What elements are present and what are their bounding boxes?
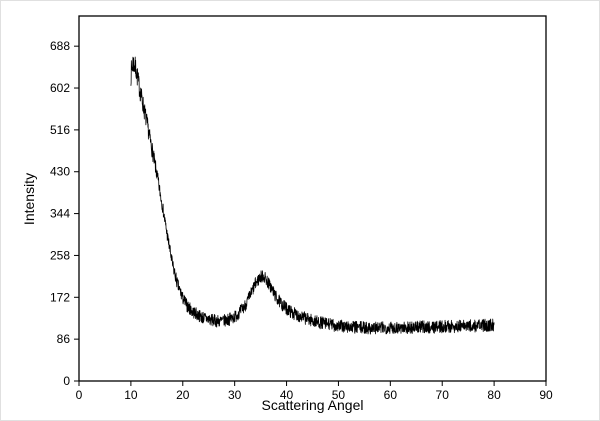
x-axis-title: Scattering Angel	[261, 397, 364, 413]
x-tick-label: 50	[332, 388, 346, 402]
data-series-intensity	[130, 56, 495, 335]
plot-frame	[78, 15, 547, 382]
x-tick-label: 20	[176, 388, 190, 402]
y-axis-title: Intensity	[21, 172, 37, 226]
x-tick-label: 0	[76, 388, 83, 402]
y-tick-label: 0	[63, 374, 70, 388]
y-tick-label: 430	[50, 165, 70, 179]
y-tick-label: 86	[57, 332, 71, 346]
x-tick-label: 80	[487, 388, 501, 402]
x-tick-label: 10	[124, 388, 138, 402]
y-tick-label: 516	[50, 123, 70, 137]
y-tick-label: 602	[50, 81, 70, 95]
x-tick-label: 40	[280, 388, 294, 402]
y-tick-label: 172	[50, 290, 70, 304]
x-tick-label: 70	[436, 388, 450, 402]
x-tick-label: 30	[228, 388, 242, 402]
x-tick-label: 90	[539, 388, 553, 402]
y-tick-label: 258	[50, 248, 70, 262]
y-tick-label: 344	[50, 207, 70, 221]
x-tick-label: 60	[384, 388, 398, 402]
y-tick-label: 688	[50, 39, 70, 53]
